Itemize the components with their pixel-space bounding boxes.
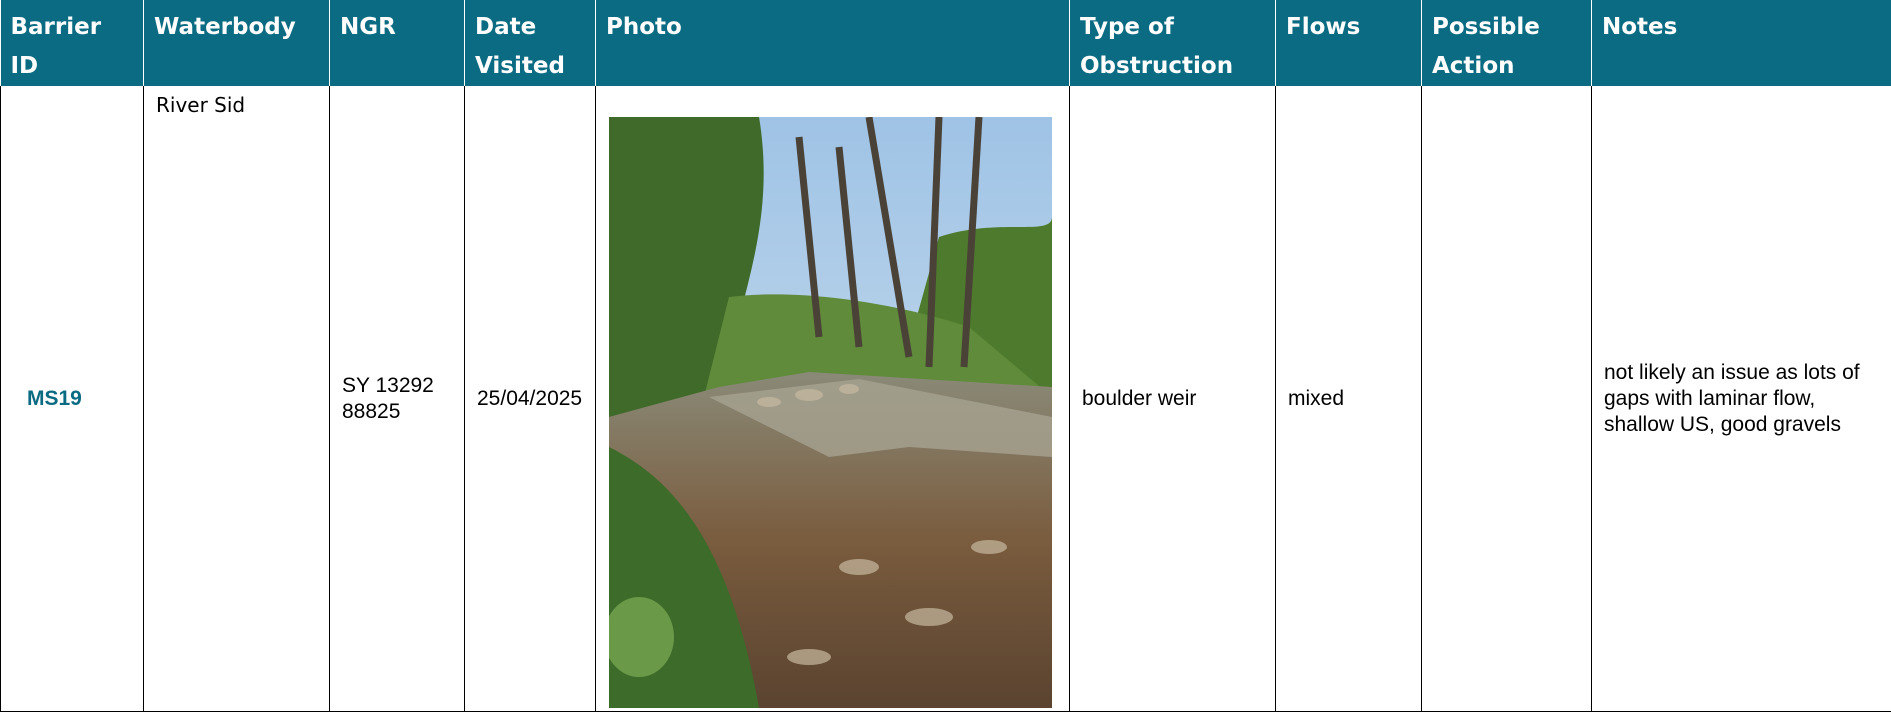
photo <box>609 117 1052 708</box>
page: Barrier ID Waterbody NGR Date Visited Ph… <box>0 0 1891 712</box>
column-header: Type of Obstruction <box>1070 0 1276 86</box>
column-header: Barrier ID <box>1 0 144 86</box>
ngr: SY 13292 88825 <box>330 86 465 712</box>
column-header: Waterbody <box>144 0 330 86</box>
barrier-id: MS19 <box>1 86 144 712</box>
header-row: Barrier ID Waterbody NGR Date Visited Ph… <box>1 0 1891 86</box>
column-header: NGR <box>330 0 465 86</box>
notes: not likely an issue as lots of gaps with… <box>1592 86 1891 712</box>
photo-cell <box>596 86 1070 712</box>
flows: mixed <box>1276 86 1422 712</box>
waterbody: River Sid <box>144 86 330 712</box>
column-header: Photo <box>596 0 1070 86</box>
column-header: Possible Action <box>1422 0 1592 86</box>
type-of-obstruction: boulder weir <box>1070 86 1276 712</box>
data-row: MS19 River Sid SY 13292 88825 25/04/2025… <box>1 86 1891 712</box>
column-header: Date Visited <box>465 0 596 86</box>
barrier-table: Barrier ID Waterbody NGR Date Visited Ph… <box>0 0 1891 712</box>
column-header: Flows <box>1276 0 1422 86</box>
column-header: Notes <box>1592 0 1891 86</box>
possible-action <box>1422 86 1592 712</box>
date-visited: 25/04/2025 <box>465 86 596 712</box>
